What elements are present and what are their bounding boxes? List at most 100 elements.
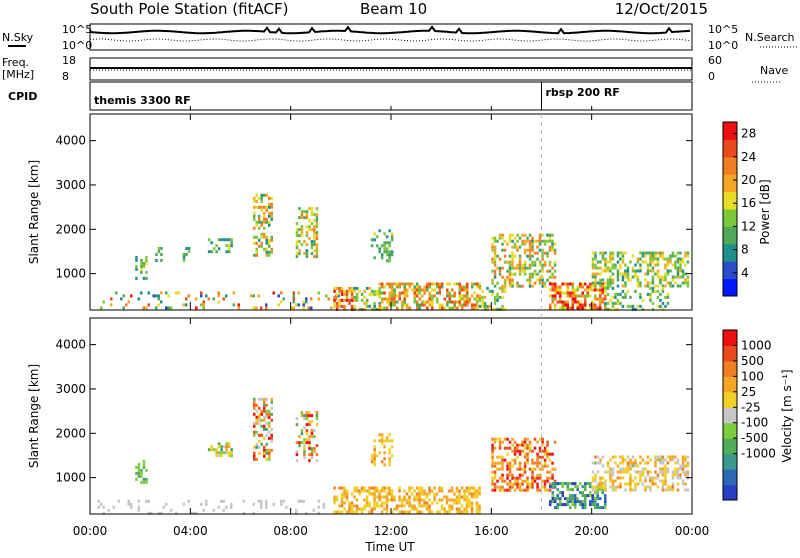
heatmap-cell — [378, 451, 381, 455]
heatmap-cell — [353, 298, 356, 302]
heatmap-cell — [308, 441, 311, 445]
heatmap-cell — [388, 451, 391, 455]
heatmap-cell — [310, 306, 313, 310]
colorbar-tick-label: 28 — [741, 127, 756, 141]
heatmap-cell — [533, 479, 537, 483]
heatmap-cell — [370, 307, 374, 311]
heatmap-cell — [465, 510, 469, 514]
colorbar-tick-label: 24 — [741, 150, 756, 164]
heatmap-cell — [518, 452, 522, 456]
heatmap-cell — [684, 488, 687, 492]
heatmap-cell — [523, 263, 527, 267]
heatmap-cell — [533, 260, 537, 264]
heatmap-cell — [385, 250, 389, 254]
heatmap-cell — [305, 234, 309, 238]
heatmap-cell — [619, 266, 622, 270]
heatmap-cell — [571, 285, 574, 289]
heatmap-cell — [508, 482, 512, 486]
heatmap-cell — [664, 467, 667, 471]
heatmap-cell — [516, 263, 519, 267]
heatmap-cell — [373, 238, 376, 242]
heatmap-cell — [553, 242, 557, 246]
heatmap-cell — [674, 473, 677, 477]
heatmap-cell — [383, 285, 386, 289]
heatmap-cell — [639, 473, 642, 477]
heatmap-cell — [626, 464, 630, 468]
heatmap-cell — [313, 243, 316, 247]
heatmap-cell — [666, 281, 670, 285]
heatmap-cell — [511, 254, 514, 258]
heatmap-cell — [385, 235, 389, 239]
heatmap-cell — [606, 301, 610, 305]
heatmap-cell — [611, 278, 615, 282]
heatmap-cell — [586, 285, 589, 289]
heatmap-cell — [591, 288, 594, 292]
heatmap-cell — [335, 301, 339, 305]
heatmap-cell — [501, 295, 504, 299]
heatmap-cell — [676, 272, 680, 276]
heatmap-cell — [551, 500, 554, 504]
heatmap-cell — [298, 207, 301, 211]
heatmap-cell — [282, 499, 285, 503]
heatmap-cell — [135, 264, 138, 268]
heatmap-cell — [388, 285, 391, 289]
heatmap-cell — [513, 479, 517, 483]
heatmap-cell — [518, 269, 522, 273]
heatmap-cell — [666, 272, 670, 276]
heatmap-cell — [624, 251, 627, 255]
heatmap-cell — [365, 301, 369, 305]
heatmap-cell — [330, 306, 333, 310]
heatmap-cell — [403, 285, 406, 289]
heatmap-cell — [576, 306, 579, 310]
heatmap-cell — [629, 304, 632, 308]
heatmap-cell — [526, 455, 529, 459]
heatmap-cell — [398, 291, 401, 295]
heatmap-cell — [383, 489, 386, 493]
heatmap-cell — [378, 489, 381, 493]
heatmap-cell — [538, 467, 542, 471]
heatmap-cell — [596, 461, 600, 465]
heatmap-cell — [255, 250, 258, 254]
heatmap-cell — [664, 470, 667, 474]
heatmap-cell — [333, 510, 336, 514]
heatmap-cell — [458, 288, 461, 292]
heatmap-cell — [614, 461, 617, 465]
heatmap-cell — [305, 414, 309, 418]
heatmap-cell — [476, 300, 479, 304]
heatmap-cell — [533, 263, 537, 267]
heatmap-cell — [599, 281, 602, 285]
heatmap-cell — [594, 503, 597, 507]
heatmap-cell — [393, 291, 396, 295]
heatmap-cell — [260, 232, 263, 236]
heatmap-cell — [483, 304, 487, 308]
heatmap-cell — [596, 297, 599, 301]
heatmap-cell — [385, 495, 389, 499]
heatmap-cell — [493, 464, 497, 468]
heatmap-cell — [496, 266, 499, 270]
heatmap-cell — [456, 300, 459, 304]
heatmap-cell — [388, 294, 391, 298]
heatmap-cell — [669, 458, 672, 462]
heatmap-cell — [225, 238, 228, 242]
heatmap-cell — [518, 482, 522, 486]
heatmap-cell — [516, 443, 519, 447]
heatmap-cell — [491, 257, 494, 261]
heatmap-cell — [614, 455, 617, 459]
heatmap-cell — [684, 470, 687, 474]
heatmap-cell — [473, 282, 476, 286]
heatmap-cell — [360, 486, 364, 490]
heatmap-cell — [393, 282, 396, 286]
heatmap-cell — [380, 439, 384, 443]
heatmap-cell — [305, 429, 309, 433]
heatmap-cell — [649, 263, 652, 267]
heatmap-cell — [463, 495, 466, 499]
heatmap-cell — [413, 291, 416, 295]
heatmap-cell — [686, 284, 690, 288]
heatmap-cell — [498, 455, 502, 459]
heatmap-cell — [576, 500, 579, 504]
heatmap-cell — [646, 251, 650, 255]
heatmap-cell — [263, 400, 266, 404]
heatmap-cell — [589, 491, 592, 495]
heatmap-cell — [400, 501, 404, 505]
heatmap-cell — [380, 501, 384, 505]
